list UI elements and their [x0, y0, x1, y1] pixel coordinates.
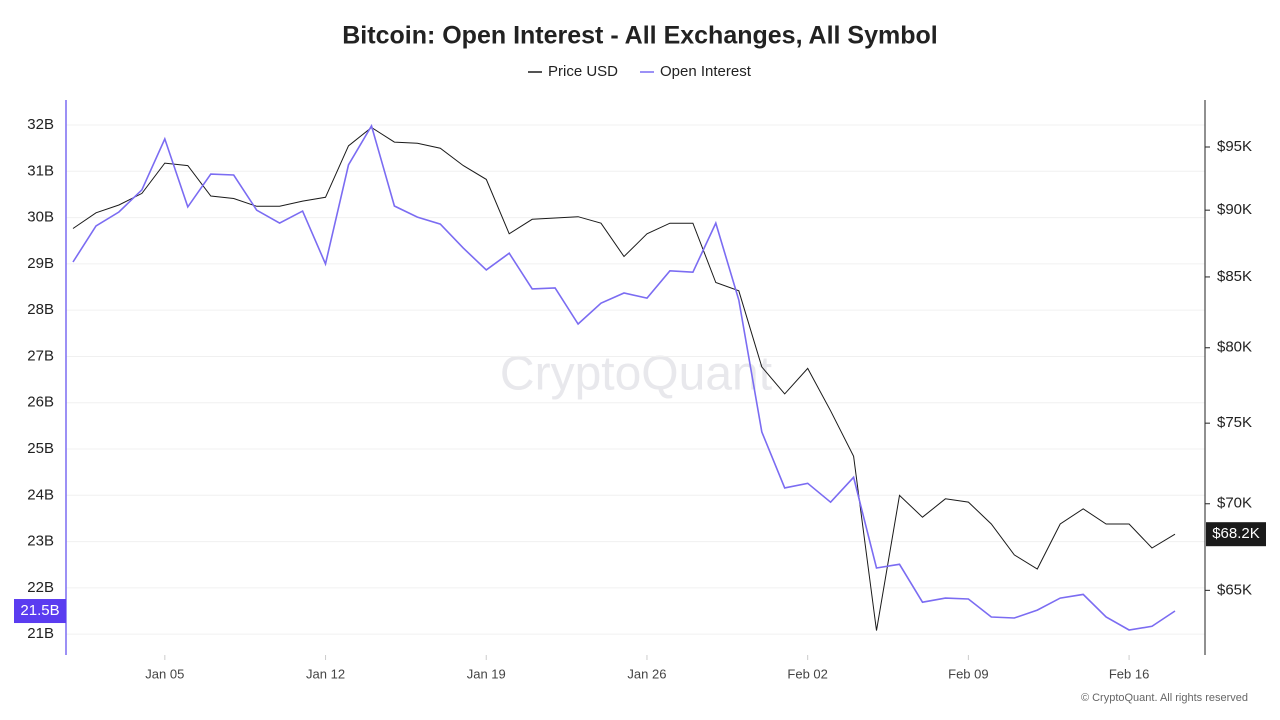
- legend-label: Open Interest: [660, 63, 752, 80]
- legend-label: Price USD: [548, 63, 618, 80]
- watermark: CryptoQuant: [500, 348, 772, 401]
- y-tick-label: 23B: [27, 533, 54, 550]
- y-tick-label: 32B: [27, 116, 54, 133]
- last-value-box: [1206, 522, 1266, 547]
- chart-title: Bitcoin: Open Interest - All Exchanges, …: [342, 22, 937, 50]
- y2-tick-label: $85K: [1217, 268, 1252, 285]
- y-tick-label: 26B: [27, 394, 54, 411]
- x-tick-label: Feb 09: [948, 666, 988, 681]
- y2-tick-label: $70K: [1217, 495, 1252, 512]
- y2-tick-label: $80K: [1217, 339, 1252, 356]
- y-tick-label: 31B: [27, 162, 54, 179]
- y-tick-label: 24B: [27, 486, 54, 503]
- y-tick-label: 30B: [27, 209, 54, 226]
- x-tick-label: Feb 16: [1109, 666, 1149, 681]
- series-line: [72, 126, 1176, 631]
- series-line: [72, 123, 1176, 631]
- x-tick-label: Feb 02: [787, 666, 827, 681]
- y2-tick-label: $65K: [1217, 581, 1252, 598]
- y2-tick-label: $95K: [1217, 138, 1252, 155]
- footer: © CryptoQuant. All rights reserved: [1081, 692, 1248, 704]
- x-tick-label: Jan 26: [627, 666, 666, 681]
- y-tick-label: 21B: [27, 625, 54, 642]
- x-tick-label: Jan 12: [306, 666, 345, 681]
- y-tick-label: 28B: [27, 301, 54, 318]
- y2-tick-label: $75K: [1217, 414, 1252, 431]
- x-tick-label: Jan 05: [145, 666, 184, 681]
- y-tick-label: 22B: [27, 579, 54, 596]
- x-tick-label: Jan 19: [467, 666, 506, 681]
- last-value-label: 21.5B: [20, 602, 59, 619]
- y-tick-label: 25B: [27, 440, 54, 457]
- y2-tick-label: $90K: [1217, 201, 1252, 218]
- y-tick-label: 29B: [27, 255, 54, 272]
- last-value-box: [14, 599, 66, 624]
- y-tick-label: 27B: [27, 347, 54, 364]
- last-value-label: $68.2K: [1212, 525, 1260, 542]
